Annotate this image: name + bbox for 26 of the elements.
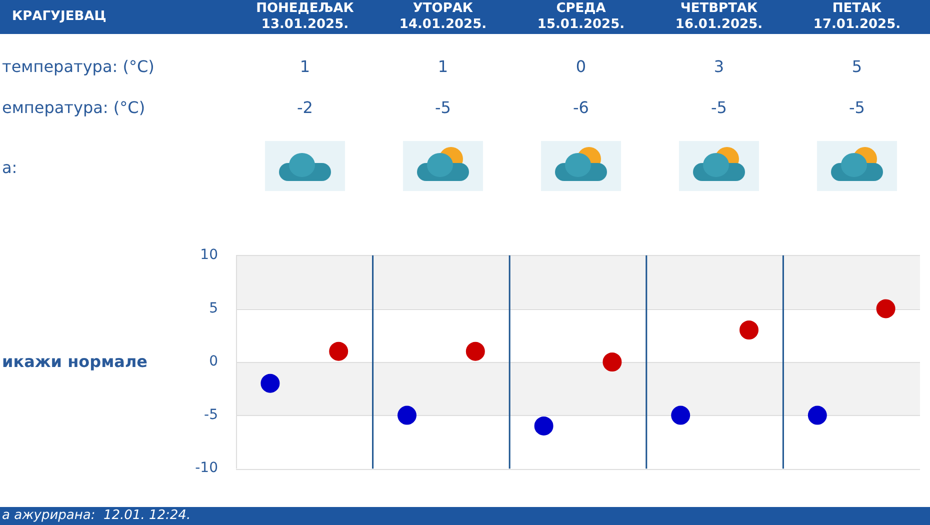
text: а ажурирана: 12.01. 12:24. [2,508,191,523]
y-tick-label: -5 [204,406,218,423]
data-label: -5 [848,98,866,117]
text: температура: (°C) [2,57,154,76]
y-tick-label: 0 [209,354,218,370]
text: СРЕДА 15.01.2025. [536,1,626,33]
data-label: 1 [436,57,450,76]
y-tick-label: 10 [200,247,218,264]
data-label: 0 [574,57,588,76]
text: а: [2,158,18,177]
text: КРАГУЈЕВАЦ [12,9,106,24]
y-tick-label: -10 [195,460,218,476]
data-label: 1 [298,57,312,76]
text: икажи нормале [2,352,148,371]
text: УТОРАК 14.01.2025. [398,1,488,33]
data-label: -2 [296,98,314,117]
text: емпература: (°C) [2,98,146,117]
y-tick-label: 5 [209,300,218,316]
text: ЧЕТВРТАК 16.01.2025. [674,1,764,33]
data-label: 3 [712,57,726,76]
data-label: -5 [710,98,728,117]
text: ПОНЕДЕЉАК 13.01.2025. [255,1,355,33]
data-label: -5 [434,98,452,117]
data-label: 5 [850,57,864,76]
text: ПЕТАК 17.01.2025. [812,1,902,33]
data-label: -6 [572,98,590,117]
